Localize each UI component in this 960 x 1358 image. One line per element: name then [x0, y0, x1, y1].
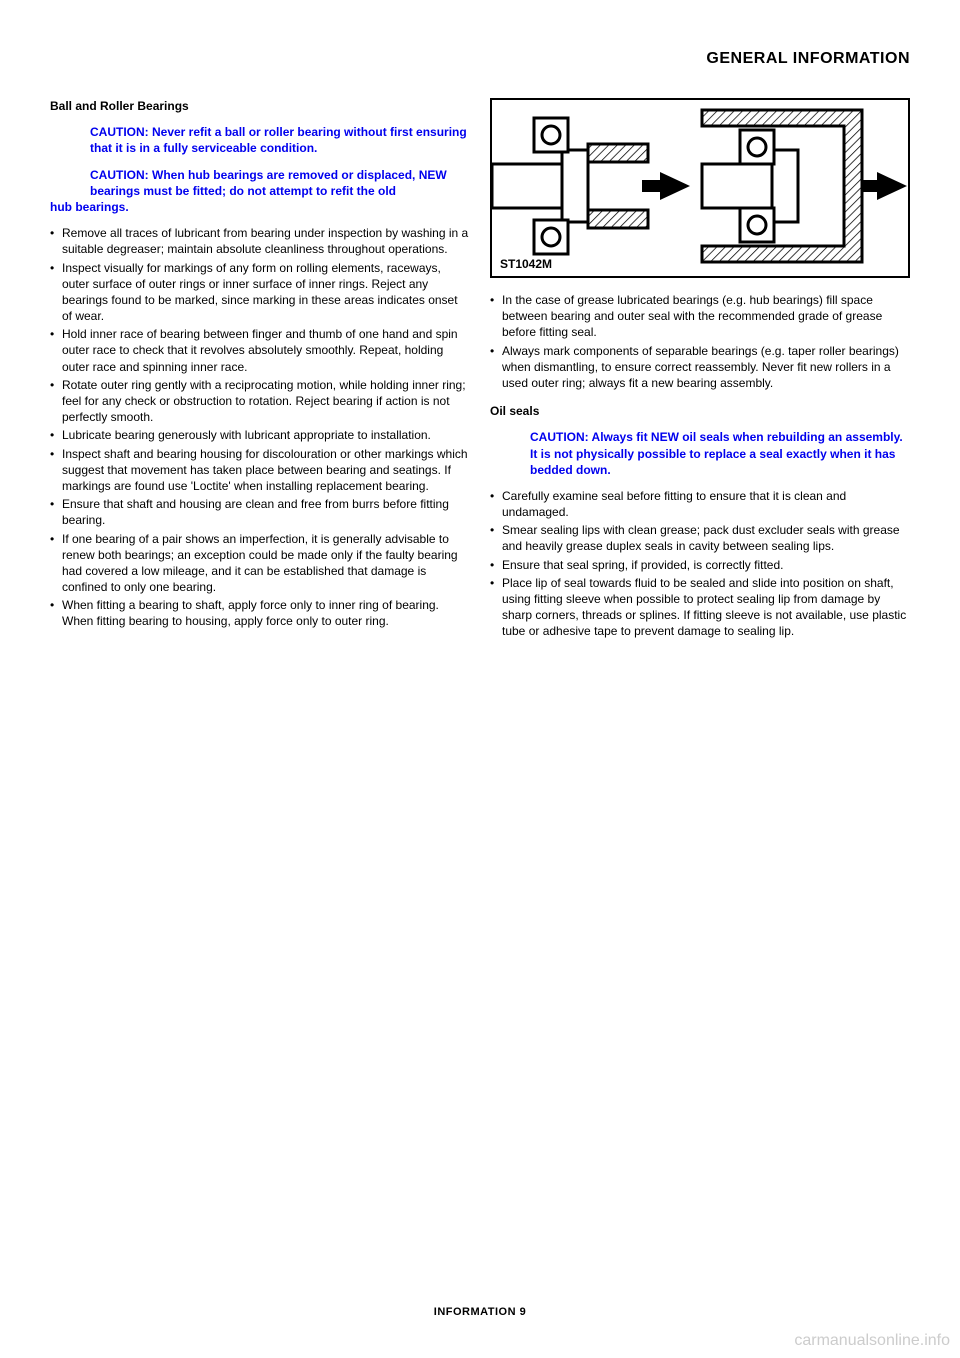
left-bullet: If one bearing of a pair shows an imperf… — [62, 531, 470, 596]
caution-1: CAUTION: Never refit a ball or roller be… — [90, 125, 467, 155]
right-column: ST1042M •In the case of grease lubricate… — [490, 98, 910, 642]
oilseal-bullet: Place lip of seal towards fluid to be se… — [502, 575, 910, 640]
right-bullet: In the case of grease lubricated bearing… — [502, 292, 910, 341]
oilseal-bullet: Smear sealing lips with clean grease; pa… — [502, 522, 910, 554]
oilseal-bullet: Ensure that seal spring, if provided, is… — [502, 557, 910, 573]
caution-2b: hub bearings. — [50, 200, 129, 214]
caution-2a: CAUTION: When hub bearings are removed o… — [90, 168, 447, 198]
left-bullet: Ensure that shaft and housing are clean … — [62, 496, 470, 528]
left-column: Ball and Roller Bearings CAUTION: Never … — [50, 98, 470, 642]
left-bullet: When fitting a bearing to shaft, apply f… — [62, 597, 470, 629]
diagram-label: ST1042M — [500, 256, 552, 272]
oilseal-bullet: Carefully examine seal before fitting to… — [502, 488, 910, 520]
left-bullet: Rotate outer ring gently with a reciproc… — [62, 377, 470, 426]
bearing-diagram: ST1042M — [490, 98, 910, 278]
right-bullet: Always mark components of separable bear… — [502, 343, 910, 392]
left-bullet: Inspect shaft and bearing housing for di… — [62, 446, 470, 495]
page-footer: INFORMATION 9 — [0, 1306, 960, 1318]
left-bullet: Inspect visually for markings of any for… — [62, 260, 470, 325]
left-bullet: Lubricate bearing generously with lubric… — [62, 427, 470, 443]
subhead-bearings: Ball and Roller Bearings — [50, 98, 470, 114]
left-bullet: Hold inner race of bearing between finge… — [62, 326, 470, 375]
subhead-oilseals: Oil seals — [490, 403, 910, 419]
left-bullet: Remove all traces of lubricant from bear… — [62, 225, 470, 257]
watermark: carmanualsonline.info — [794, 1332, 950, 1350]
page-header-title: GENERAL INFORMATION — [50, 50, 910, 68]
caution-oilseals: CAUTION: Always fit NEW oil seals when r… — [530, 430, 903, 476]
